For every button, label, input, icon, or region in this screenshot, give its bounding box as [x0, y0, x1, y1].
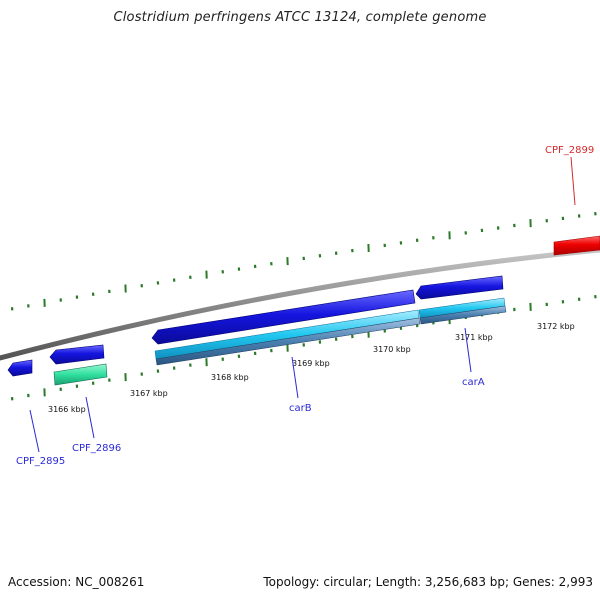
feature-teal-block[interactable] — [53, 363, 108, 386]
accession-text: Accession: NC_008261 — [8, 575, 145, 589]
genome-backbone — [0, 247, 600, 361]
leader-cpf-2896 — [85, 396, 95, 439]
scale-label-3172: 3172 kbp — [537, 322, 575, 331]
outer-tick-row — [10, 211, 597, 311]
map-title: Clostridium perfringens ATCC 13124, comp… — [113, 10, 487, 25]
feature-cara-steel[interactable] — [419, 305, 507, 325]
gene-label-carb[interactable]: carB — [289, 403, 312, 414]
gene-cpf-2899-arrow[interactable] — [553, 235, 600, 256]
leader-cara — [464, 327, 472, 373]
scale-label-3171: 3171 kbp — [455, 333, 493, 342]
feature-carb-steel[interactable] — [155, 317, 421, 366]
gene-cpf-2895-arrow[interactable] — [7, 359, 33, 377]
leader-cpf-2895 — [29, 409, 40, 453]
genome-summary-text: Topology: circular; Length: 3,256,683 bp… — [263, 575, 593, 589]
gene-label-cara[interactable]: carA — [462, 377, 485, 388]
gene-cpf-2896-arrow[interactable] — [49, 344, 105, 365]
scale-label-3169: 3169 kbp — [292, 359, 330, 368]
scale-label-3166: 3166 kbp — [48, 405, 86, 414]
gene-label-cpf-2899[interactable]: CPF_2899 — [545, 145, 594, 156]
gene-carb-arrow[interactable] — [151, 289, 416, 345]
leader-carb — [291, 356, 299, 399]
scale-label-3170: 3170 kbp — [373, 345, 411, 354]
gene-label-cpf-2896[interactable]: CPF_2896 — [72, 443, 121, 454]
gene-label-cpf-2895[interactable]: CPF_2895 — [16, 456, 65, 467]
gene-cara-arrow[interactable] — [415, 275, 504, 300]
scale-label-3168: 3168 kbp — [211, 373, 249, 382]
scale-label-3167: 3167 kbp — [130, 389, 168, 398]
leader-cpf-2899 — [570, 156, 576, 206]
inner-tick-row — [10, 294, 597, 401]
